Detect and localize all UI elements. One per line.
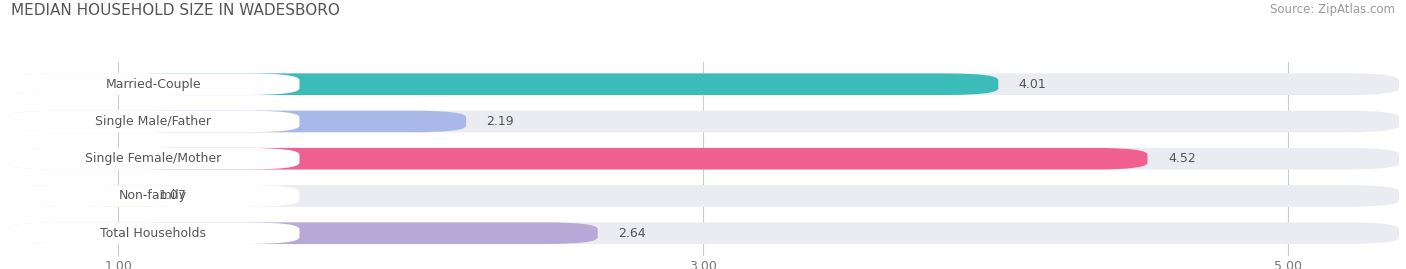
Text: 2.19: 2.19: [486, 115, 515, 128]
FancyBboxPatch shape: [7, 73, 1399, 95]
FancyBboxPatch shape: [7, 148, 1399, 169]
FancyBboxPatch shape: [118, 111, 467, 132]
FancyBboxPatch shape: [118, 222, 598, 244]
Text: Total Households: Total Households: [100, 227, 207, 240]
FancyBboxPatch shape: [7, 111, 299, 132]
Text: Married-Couple: Married-Couple: [105, 78, 201, 91]
FancyBboxPatch shape: [7, 111, 1399, 132]
Text: Source: ZipAtlas.com: Source: ZipAtlas.com: [1270, 3, 1395, 16]
FancyBboxPatch shape: [7, 73, 299, 95]
Text: Non-family: Non-family: [120, 189, 187, 203]
Text: 4.52: 4.52: [1168, 152, 1195, 165]
FancyBboxPatch shape: [118, 148, 1147, 169]
Text: Single Male/Father: Single Male/Father: [96, 115, 211, 128]
FancyBboxPatch shape: [7, 185, 299, 207]
FancyBboxPatch shape: [7, 185, 1399, 207]
FancyBboxPatch shape: [86, 185, 170, 207]
Text: 1.07: 1.07: [159, 189, 187, 203]
FancyBboxPatch shape: [7, 148, 299, 169]
Text: Single Female/Mother: Single Female/Mother: [86, 152, 221, 165]
FancyBboxPatch shape: [7, 222, 1399, 244]
Text: 4.01: 4.01: [1019, 78, 1046, 91]
Text: MEDIAN HOUSEHOLD SIZE IN WADESBORO: MEDIAN HOUSEHOLD SIZE IN WADESBORO: [11, 3, 340, 18]
Text: 2.64: 2.64: [619, 227, 645, 240]
FancyBboxPatch shape: [118, 73, 998, 95]
FancyBboxPatch shape: [7, 222, 299, 244]
